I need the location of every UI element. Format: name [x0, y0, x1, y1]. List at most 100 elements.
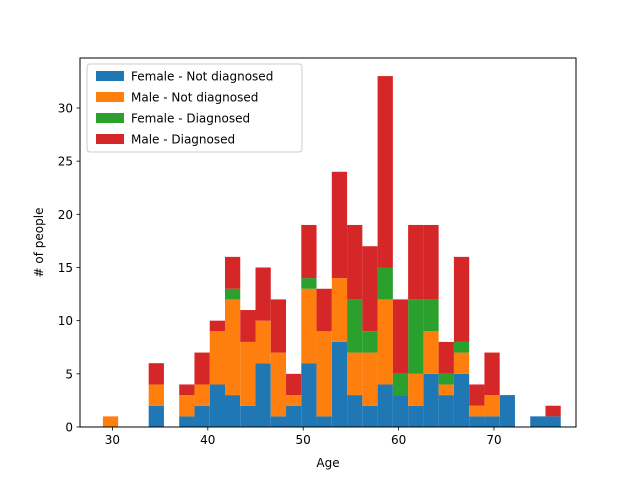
y-tick-label: 15: [58, 261, 73, 275]
bar-segment: [331, 341, 348, 427]
y-tick-label: 5: [65, 367, 73, 381]
bars-layer: [102, 76, 561, 427]
bar-segment: [331, 171, 348, 279]
bar-segment: [316, 288, 332, 332]
bar-segment: [408, 224, 424, 300]
bar-segment: [408, 299, 424, 374]
bar-segment: [423, 373, 439, 427]
y-axis-label: # of people: [32, 208, 46, 278]
bar-segment: [438, 395, 454, 427]
bar-segment: [224, 288, 241, 300]
legend-swatch: [96, 92, 124, 102]
x-tick-label: 30: [105, 433, 120, 447]
bar-segment: [301, 288, 317, 364]
x-tick-label: 40: [200, 433, 215, 447]
bar-segment: [209, 331, 225, 385]
bar-segment: [408, 373, 424, 406]
bar-segment: [347, 299, 363, 353]
bar-segment: [255, 363, 271, 427]
bar-segment: [484, 395, 500, 417]
y-tick-label: 0: [65, 421, 73, 435]
bar-segment: [484, 416, 500, 427]
bar-segment: [255, 267, 271, 321]
x-tick-label: 70: [486, 433, 501, 447]
bar-segment: [194, 384, 210, 406]
bar-segment: [316, 331, 332, 417]
bar-segment: [224, 256, 241, 289]
bar-segment: [423, 224, 439, 300]
bar-segment: [484, 352, 500, 396]
bar-segment: [438, 373, 454, 385]
bar-segment: [362, 405, 378, 427]
bar-segment: [423, 299, 439, 332]
bar-segment: [453, 352, 470, 374]
bar-segment: [530, 416, 546, 427]
bar-segment: [179, 384, 195, 396]
legend: Female - Not diagnosed Male - Not diagnos…: [86, 63, 303, 153]
bar-segment: [255, 320, 271, 364]
bar-segment: [286, 373, 302, 396]
bar-segment: [438, 384, 454, 396]
bar-segment: [453, 256, 470, 342]
bar-segment: [362, 331, 378, 353]
bar-segment: [469, 384, 485, 406]
bar-segment: [331, 278, 348, 342]
bar-segment: [377, 384, 393, 427]
y-axis-ticks: 0 5 10 15 20 25 30: [58, 101, 80, 435]
legend-swatch: [96, 113, 124, 123]
x-axis-label: Age: [316, 456, 339, 470]
bar-segment: [469, 416, 485, 427]
bar-segment: [362, 352, 378, 406]
bar-segment: [301, 224, 317, 279]
bar-segment: [392, 299, 409, 374]
bar-segment: [209, 384, 225, 427]
y-tick-label: 10: [58, 314, 73, 328]
bar-segment: [392, 373, 409, 396]
bar-segment: [148, 363, 164, 385]
legend-label: Male - Not diagnosed: [131, 91, 258, 105]
bar-segment: [469, 405, 485, 417]
bar-segment: [438, 341, 454, 374]
bar-segment: [179, 416, 195, 427]
bar-segment: [148, 405, 164, 427]
bar-segment: [102, 416, 119, 427]
bar-segment: [148, 384, 164, 406]
bar-segment: [453, 341, 470, 353]
bar-segment: [224, 395, 241, 427]
bar-segment: [286, 395, 302, 406]
legend-swatch: [96, 71, 124, 81]
plot-frame: [79, 57, 577, 428]
y-tick-label: 20: [58, 208, 73, 222]
bar-segment: [347, 395, 363, 427]
bar-segment: [194, 352, 210, 385]
legend-swatch: [96, 134, 124, 144]
bar-segment: [194, 405, 210, 427]
bar-segment: [240, 405, 256, 427]
y-tick-label: 30: [58, 101, 73, 115]
legend-box: [86, 63, 303, 153]
bar-segment: [224, 299, 241, 396]
bar-segment: [545, 416, 561, 427]
bar-segment: [270, 299, 287, 353]
y-tick-label: 25: [58, 155, 73, 169]
bar-segment: [270, 416, 287, 427]
bar-segment: [347, 352, 363, 396]
legend-label: Male - Diagnosed: [131, 133, 235, 147]
bar-segment: [377, 76, 393, 268]
bar-segment: [377, 267, 393, 300]
bar-segment: [377, 299, 393, 385]
bar-segment: [179, 395, 195, 417]
bar-segment: [545, 405, 561, 417]
x-axis-ticks: 30 40 50 60 70: [105, 427, 502, 447]
bar-segment: [301, 278, 317, 289]
bar-segment: [270, 352, 287, 417]
bar-segment: [453, 373, 470, 427]
legend-label: Female - Not diagnosed: [131, 70, 273, 84]
bar-segment: [286, 405, 302, 427]
bar-segment: [347, 224, 363, 300]
bar-segment: [499, 395, 515, 427]
bar-segment: [408, 405, 424, 427]
bar-segment: [316, 416, 332, 427]
bar-segment: [423, 331, 439, 374]
